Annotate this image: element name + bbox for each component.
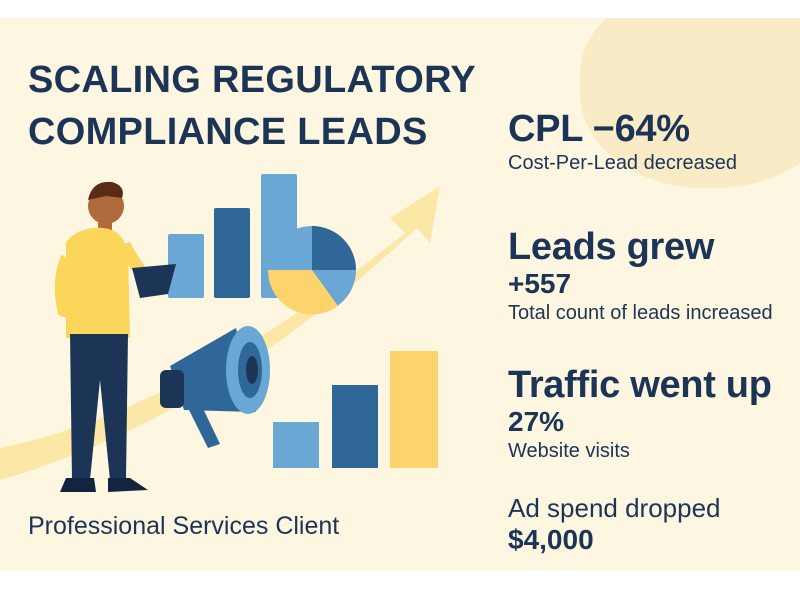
megaphone-icon [160, 326, 270, 448]
clipboard-icon [132, 264, 176, 298]
bottom-bar-chart-icon [273, 351, 438, 468]
stat-leads-value: +557 [508, 268, 572, 299]
stat-spend-headline: Ad spend dropped [508, 493, 721, 523]
stat-leads-headline: Leads grew [508, 226, 715, 268]
title-line-1: SCALING REGULATORY [28, 59, 477, 101]
title-line-2: COMPLIANCE LEADS [28, 111, 428, 153]
stat-leads: Leads grew +557 Total count of leads inc… [508, 226, 773, 326]
stat-traffic-headline: Traffic went up [508, 364, 772, 406]
person-illustration [54, 181, 176, 492]
illustration [0, 174, 440, 492]
stat-traffic-value: 27% [508, 406, 565, 437]
stat-leads-desc: Total count of leads increased [508, 302, 773, 324]
stat-cpl-desc: Cost-Per-Lead decreased [508, 152, 738, 174]
pie-chart-icon [267, 226, 356, 315]
stat-spend: Ad spend dropped $4,000 [508, 492, 721, 556]
stat-cpl-headline: CPL −64% [508, 108, 690, 150]
infographic-card: SCALING REGULATORY COMPLIANCE LEADS Prof… [0, 18, 800, 570]
stat-spend-value: $4,000 [508, 524, 594, 555]
client-label: Professional Services Client [28, 512, 340, 540]
stat-traffic-desc: Website visits [508, 440, 630, 462]
growth-arrow [0, 186, 440, 480]
stat-cpl: CPL −64% Cost-Per-Lead decreased [508, 108, 737, 176]
page-title: SCALING REGULATORY COMPLIANCE LEADS [28, 54, 498, 158]
background-blob [580, 18, 800, 188]
stat-traffic: Traffic went up 27% Website visits [508, 364, 772, 464]
